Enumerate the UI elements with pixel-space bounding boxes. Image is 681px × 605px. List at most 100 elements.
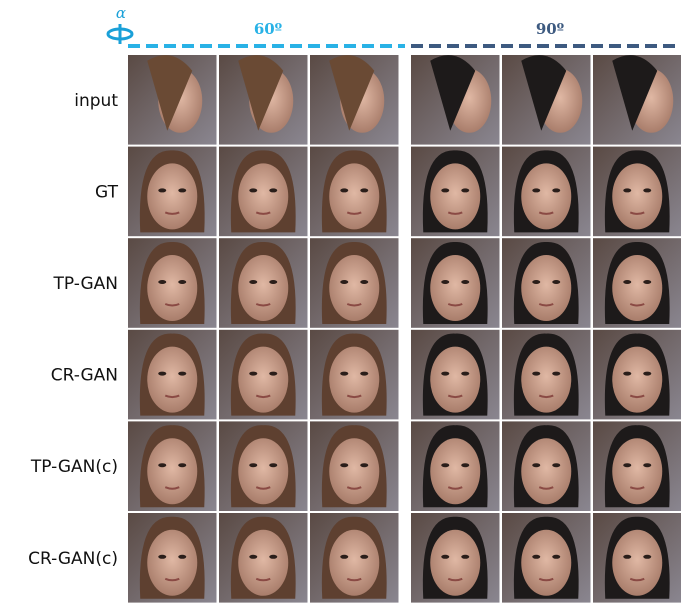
eye <box>461 463 469 467</box>
eye <box>158 372 166 376</box>
face <box>430 347 480 413</box>
face-image <box>411 55 500 145</box>
row-label: TP-GAN <box>52 274 118 294</box>
eye <box>269 463 277 467</box>
eye <box>441 555 449 559</box>
eye <box>249 372 257 376</box>
face <box>238 255 288 321</box>
face-image <box>502 513 591 603</box>
face-image <box>593 513 681 603</box>
face-image <box>310 55 399 145</box>
eye <box>340 463 348 467</box>
face <box>521 530 571 596</box>
face-image <box>310 513 399 603</box>
face <box>147 347 197 413</box>
eye <box>360 555 368 559</box>
face-image <box>219 330 308 420</box>
eye <box>461 188 469 192</box>
face <box>612 438 662 504</box>
row-label: CR-GAN <box>51 366 118 386</box>
eye <box>178 280 186 284</box>
eye <box>249 188 257 192</box>
face-image <box>502 147 591 237</box>
eye <box>158 188 166 192</box>
eye <box>158 280 166 284</box>
face-image <box>502 421 591 511</box>
row-label: input <box>74 91 118 111</box>
face-image <box>593 147 681 237</box>
eye <box>532 555 540 559</box>
eye <box>623 463 631 467</box>
eye <box>249 555 257 559</box>
face <box>329 438 379 504</box>
eye <box>532 188 540 192</box>
face <box>238 163 288 229</box>
face-image <box>128 513 217 603</box>
eye <box>340 372 348 376</box>
face-image <box>593 421 681 511</box>
eye <box>623 280 631 284</box>
eye <box>441 463 449 467</box>
face-image <box>219 238 308 328</box>
face-image <box>310 330 399 420</box>
eye <box>461 372 469 376</box>
image-grid <box>128 55 681 603</box>
face-image <box>411 238 500 328</box>
eye <box>269 280 277 284</box>
face <box>238 347 288 413</box>
eye <box>441 188 449 192</box>
face-image <box>128 238 217 328</box>
eye <box>178 555 186 559</box>
angle-symbol: α <box>116 4 126 22</box>
face-image <box>219 421 308 511</box>
face-image <box>502 330 591 420</box>
eye <box>623 188 631 192</box>
figure: α 60º 90º inputGTTP-GANCR-GANTP-GAN(c)CR… <box>0 0 681 605</box>
eye <box>360 188 368 192</box>
face-image <box>502 238 591 328</box>
face-image <box>310 421 399 511</box>
eye <box>178 372 186 376</box>
face <box>147 255 197 321</box>
face-image <box>219 55 308 145</box>
eye <box>623 555 631 559</box>
face-image <box>128 147 217 237</box>
eye <box>249 463 257 467</box>
eye <box>461 555 469 559</box>
eye <box>441 372 449 376</box>
face-image <box>128 55 217 145</box>
eye <box>552 188 560 192</box>
eye <box>532 372 540 376</box>
face <box>521 255 571 321</box>
face <box>612 255 662 321</box>
face <box>521 347 571 413</box>
face <box>329 347 379 413</box>
eye <box>360 372 368 376</box>
eye <box>623 372 631 376</box>
face <box>430 438 480 504</box>
face <box>430 255 480 321</box>
face <box>612 530 662 596</box>
eye <box>552 372 560 376</box>
eye <box>643 188 651 192</box>
face <box>238 530 288 596</box>
eye <box>441 280 449 284</box>
face-image <box>411 330 500 420</box>
face-image <box>310 147 399 237</box>
face <box>430 163 480 229</box>
eye <box>552 463 560 467</box>
face <box>329 255 379 321</box>
row-label: GT <box>95 182 119 202</box>
row-label: TP-GAN(c) <box>30 457 118 477</box>
eye <box>643 372 651 376</box>
rotation-icon <box>108 24 132 44</box>
face-image <box>219 513 308 603</box>
face-image <box>128 421 217 511</box>
eye <box>158 463 166 467</box>
eye <box>532 463 540 467</box>
eye <box>360 463 368 467</box>
face <box>329 530 379 596</box>
eye <box>643 555 651 559</box>
eye <box>643 463 651 467</box>
face-image <box>593 55 681 145</box>
